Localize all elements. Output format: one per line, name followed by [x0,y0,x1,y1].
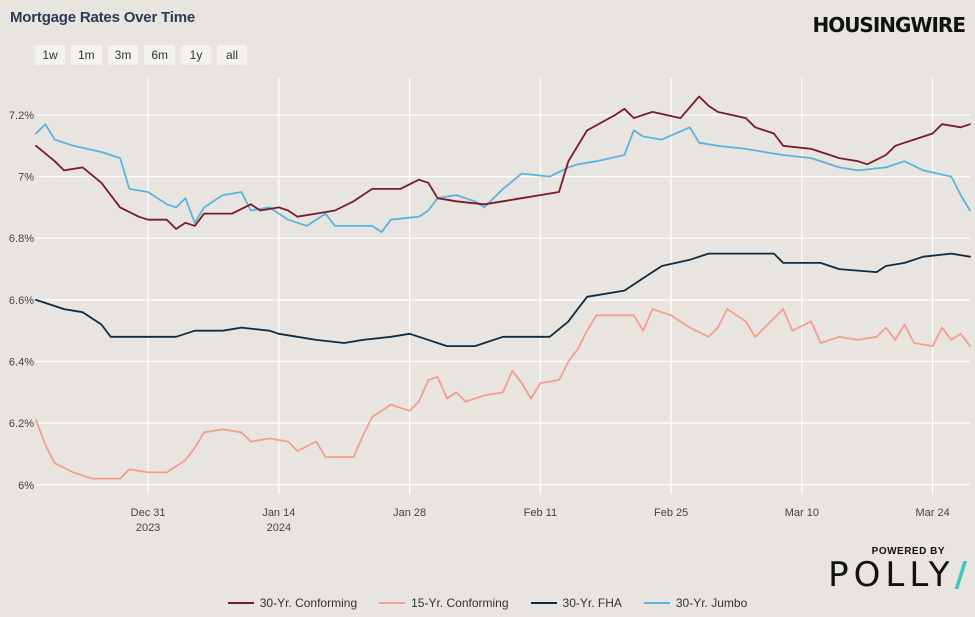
chart-series [35,95,971,480]
y-tick-label: 6.6% [9,295,34,307]
range-button-1w[interactable]: 1w [35,45,65,65]
y-tick-label: 6% [18,480,34,492]
y-tick-label: 7% [18,172,34,184]
range-selector: 1w 1m 3m 6m 1y all [35,45,248,65]
series-30yr-jumbo[interactable] [35,123,971,234]
legend-item-30yr-conforming[interactable]: 30-Yr. Conforming [227,596,358,610]
range-button-1m[interactable]: 1m [71,45,102,65]
series-15yr-conforming[interactable] [35,308,971,480]
legend-label: 30-Yr. Conforming [259,596,358,610]
legend-item-15yr-conforming[interactable]: 15-Yr. Conforming [379,596,509,610]
x-tick-sublabel: 2024 [267,522,291,534]
range-button-3m[interactable]: 3m [107,45,139,65]
x-tick-label: Mar 10 [785,507,819,519]
series-30yr-fha[interactable] [35,252,971,348]
chart-legend: 30-Yr. Conforming 15-Yr. Conforming 30-Y… [0,596,975,610]
legend-swatch [643,602,670,604]
polly-name: POLLY [828,555,955,595]
x-tick-label: Dec 31 [131,507,166,519]
legend-swatch [379,602,406,604]
polly-logo: POWERED BY POLLY/ [828,546,967,593]
chart-grid [36,78,970,494]
legend-swatch [227,602,254,604]
range-button-all[interactable]: all [217,45,248,65]
chart-title: Mortgage Rates Over Time [10,9,195,26]
y-tick-label: 6.2% [9,418,34,430]
legend-label: 30-Yr. FHA [562,596,622,610]
x-tick-label: Jan 28 [393,507,426,519]
legend-label: 30-Yr. Jumbo [675,596,748,610]
x-tick-label: Mar 24 [916,507,950,519]
y-tick-label: 6.8% [9,233,34,245]
x-tick-label: Jan 14 [262,507,295,519]
series-30yr-conforming[interactable] [35,95,971,230]
x-tick-label: Feb 11 [524,507,557,519]
x-tick-label: Feb 25 [654,507,688,519]
y-axis: 6% 6.2% 6.4% 6.6% 6.8% 7% 7.2% [9,110,34,492]
legend-item-30yr-jumbo[interactable]: 30-Yr. Jumbo [643,596,748,610]
housingwire-logo: HOUSINGWIRE [812,13,966,37]
y-tick-label: 7.2% [9,110,34,122]
legend-item-30yr-fha[interactable]: 30-Yr. FHA [530,596,622,610]
powered-by-label: POWERED BY [871,546,945,557]
legend-label: 15-Yr. Conforming [411,596,509,610]
range-button-1y[interactable]: 1y [181,45,212,65]
polly-slash-icon: / [954,555,967,595]
x-tick-sublabel: 2023 [136,522,160,534]
range-button-6m[interactable]: 6m [144,45,176,65]
y-tick-label: 6.4% [9,356,34,368]
legend-swatch [530,602,557,604]
x-axis: Dec 31 2023 Jan 14 2024 Jan 28 Feb 11 Feb 25 Ma… [131,507,950,534]
